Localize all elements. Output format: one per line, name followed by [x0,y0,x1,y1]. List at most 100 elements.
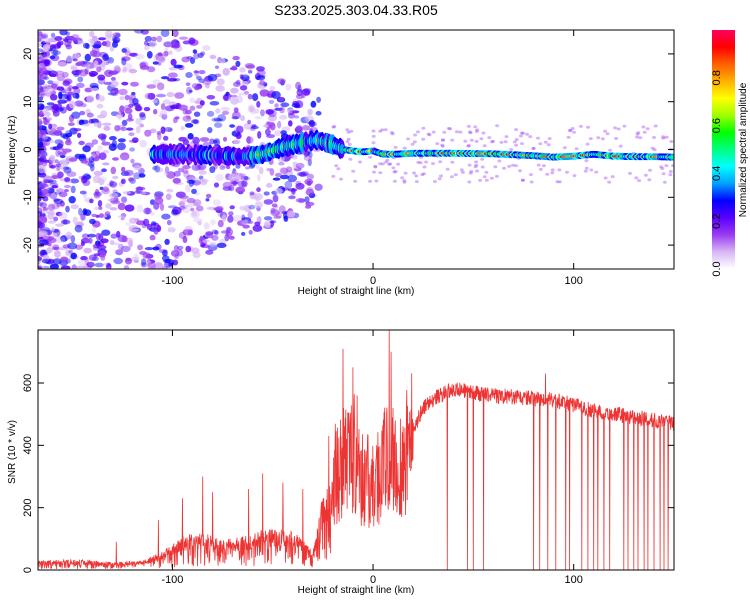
spectrogram-cell [265,109,275,115]
spectrogram-cell [130,81,139,87]
spectrogram-cell [38,110,44,116]
spectrogram-cell [182,235,188,244]
spectrogram-cell [481,131,486,135]
spectrogram-cell [139,112,146,118]
spectrogram-cell [641,125,646,129]
spectrogram-cell [132,98,139,105]
spectrogram-cell [143,45,150,51]
snr-frame [37,329,675,571]
spectrogram-cell [174,116,180,120]
spectrogram-cell [107,92,117,96]
spectrogram-cell [525,132,530,136]
spectrogram-cell [163,41,174,48]
spectrogram-cell [80,159,88,164]
spectrogram-cell [95,93,100,100]
spectrogram-cell [109,192,119,199]
spectrogram-cell [58,212,68,220]
spectrogram-cell [226,165,231,169]
spectrogram-cell [147,92,156,100]
spectrogram-cell [141,190,146,196]
spectrogram-cell [263,216,273,221]
spectrogram-cell [96,66,102,73]
spectrogram-cell [167,78,177,82]
spectrogram-cell [124,257,133,265]
snr-y-tick-label: 400 [22,436,34,454]
spectrogram-cell [70,185,76,194]
spectrogram-cell [110,200,121,205]
spectrogram-cell [336,167,341,171]
spectrogram-cell [155,167,164,173]
spectrogram-cell [568,128,573,132]
spectrogram-cell [95,232,101,241]
spectrogram-cell [440,143,445,147]
snr-y-tick-label: 200 [22,498,34,516]
spectrogram-cell [137,244,144,251]
spectrogram-cell [389,131,394,134]
spectrogram-cell [53,198,64,204]
colorbar-tick-label: 0.6 [711,118,723,133]
spectrogram-cell [671,164,674,167]
spectrogram-cell [49,55,56,60]
spectrogram-cell [68,157,78,162]
spectrogram-cell [243,122,253,130]
spectrogram-cell [158,56,165,62]
spectrogram-cell [121,48,128,53]
spectrogram-cell [416,160,421,164]
spectrogram-cell [65,31,71,37]
spectrogram-cell [254,116,262,120]
spectrogram-cell [305,201,311,206]
spectrogram-cell [239,74,244,80]
spectrogram-cell [173,170,181,177]
spectrogram-cell [205,193,212,199]
spectrogram-cell [50,32,56,38]
spectrogram-cell [209,54,217,60]
spectrogram-cell [88,118,94,124]
spectrogram-cell [220,58,226,64]
spectrogram-cell [106,262,111,267]
spectrogram-cell [38,67,48,74]
spectrogram-cell [269,85,276,91]
spectrogram-cell [518,134,523,138]
spectrogram-cell [467,130,472,134]
spectrogram-cell [403,171,408,175]
spectrogram-cell [295,125,303,132]
spectrogram-cell [402,146,407,150]
spectrogram-cell [392,179,397,183]
spectrogram-cell [205,249,214,255]
spectrogram-cell [66,55,73,63]
spectrogram-cell [303,155,313,162]
spectrogram-cell [217,219,224,228]
spectrogram-cell [297,85,302,93]
spectrogram-cell [38,124,42,130]
spectrogram-cell [616,127,621,131]
spectrogram-cell [172,30,179,38]
spectrogram-cell [348,157,353,161]
spectrogram-cell [87,233,97,238]
spectrogram-cell [48,179,57,184]
spectrogram-cell [73,128,82,132]
spectrogram-cell [238,173,247,178]
spectrogram-cell [482,175,487,179]
spectrogram-cell [135,220,146,226]
spectrogram-cell [225,228,234,236]
spectrogram-cell [227,215,234,223]
spectrogram-cell [187,133,194,140]
spectrogram-cell [653,124,658,128]
spectrogram-cell [38,165,45,174]
spectrogram-cell [231,65,237,71]
spectrogram-cell [473,125,478,129]
spectrogram-cell [158,249,168,254]
spectrogram-cell [72,216,78,225]
spectrogram-cell [124,107,133,114]
spectrogram-cell [390,132,395,136]
spectrogram-cell [211,229,218,235]
spectrogram-cell [243,90,250,95]
spectrogram-cell [661,136,666,140]
spectrogram-cell [247,220,254,224]
spectrogram-cell [107,57,115,64]
spectrogram-cell [287,174,298,183]
spectrogram-cell [314,183,323,191]
spectrogram-cell [248,67,253,74]
spectrogram-cell [38,161,44,166]
spectrogram-cell [55,211,63,217]
